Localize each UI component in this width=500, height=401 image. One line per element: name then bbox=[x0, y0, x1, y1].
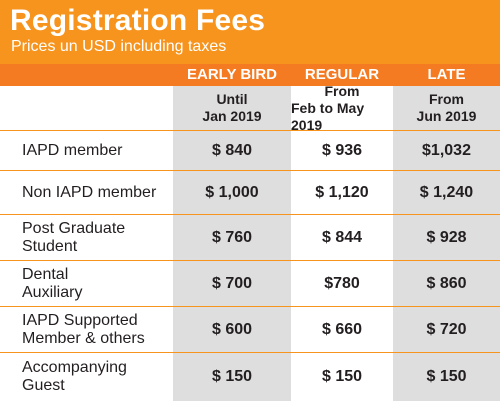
row-label: IAPD Supported Member & others bbox=[22, 307, 145, 352]
fee-cell-late: $ 150 bbox=[426, 368, 467, 385]
column-header-row: EARLY BIRD REGULAR LATE bbox=[0, 64, 500, 86]
fee-cell-late: $1,032 bbox=[422, 141, 471, 159]
fee-cell-early-bird: $ 600 bbox=[211, 320, 253, 338]
fee-cell-late: $ 720 bbox=[426, 320, 467, 338]
table-row: Non IAPD member $ 1,000 $ 1,120 $ 1,240 bbox=[0, 170, 500, 214]
table-row: IAPD member $ 840 $ 936 $1,032 bbox=[0, 130, 500, 170]
fee-cell-regular: $ 660 bbox=[321, 320, 363, 338]
fee-cell-late: $ 860 bbox=[426, 274, 467, 292]
period-early-bird-line1: Until bbox=[216, 91, 248, 107]
fee-cell-early-bird: $ 700 bbox=[211, 274, 253, 292]
table-row: Dental Auxiliary $ 700 $780 $ 860 bbox=[0, 260, 500, 306]
row-label: Accompanying Guest bbox=[22, 353, 127, 401]
column-header-regular: REGULAR bbox=[304, 66, 380, 83]
page-title: Registration Fees bbox=[10, 4, 266, 37]
period-regular-line2: Feb to May 2019 bbox=[291, 99, 365, 133]
table-row: IAPD Supported Member & others $ 600 $ 6… bbox=[0, 306, 500, 352]
column-header-late: LATE bbox=[427, 66, 466, 83]
table-row: Accompanying Guest $ 150 $ 150 $ 150 bbox=[0, 352, 500, 401]
row-label-line1: Accompanying bbox=[22, 359, 127, 376]
fee-cell-regular: $780 bbox=[324, 274, 360, 292]
fee-cell-early-bird: $ 840 bbox=[211, 141, 253, 159]
period-regular-line1: From bbox=[324, 82, 360, 99]
row-label-line2: Student bbox=[22, 237, 78, 255]
row-label-line1: Non IAPD member bbox=[22, 183, 157, 201]
fee-table-body: IAPD member $ 840 $ 936 $1,032 Non IAPD … bbox=[0, 130, 500, 401]
title-banner: Registration Fees Prices un USD includin… bbox=[0, 0, 500, 64]
row-label-line1: IAPD Supported bbox=[22, 311, 138, 329]
fee-cell-early-bird: $ 150 bbox=[211, 368, 253, 385]
regular-column-background bbox=[291, 86, 393, 401]
row-label-line2: Auxiliary bbox=[22, 283, 83, 301]
row-label-line2: Member & others bbox=[22, 329, 145, 347]
fee-cell-regular: $ 844 bbox=[321, 228, 363, 246]
period-early-bird: Until Jan 2019 bbox=[173, 86, 291, 130]
row-label-line2: Guest bbox=[22, 377, 65, 394]
period-late: From Jun 2019 bbox=[393, 86, 500, 130]
fee-cell-regular: $ 936 bbox=[321, 141, 363, 159]
fee-cell-regular: $ 1,120 bbox=[315, 183, 369, 201]
row-label: Non IAPD member bbox=[22, 171, 156, 214]
period-regular: From Feb to May 2019 bbox=[291, 82, 393, 133]
page-subtitle: Prices un USD including taxes bbox=[11, 38, 227, 55]
early-bird-column-background bbox=[173, 86, 291, 401]
period-early-bird-line2: Jan 2019 bbox=[202, 108, 262, 124]
table-row: Post Graduate Student $ 760 $ 844 $ 928 bbox=[0, 214, 500, 260]
row-label-line1: Dental bbox=[22, 265, 69, 283]
row-label-line1: IAPD member bbox=[22, 141, 123, 159]
column-header-early-bird: EARLY BIRD bbox=[186, 66, 278, 83]
fee-cell-late: $ 928 bbox=[426, 228, 467, 246]
fee-cell-late: $ 1,240 bbox=[419, 183, 474, 201]
late-column-background bbox=[393, 86, 500, 401]
period-late-line2: Jun 2019 bbox=[416, 108, 477, 124]
fee-cell-regular: $ 150 bbox=[321, 368, 363, 385]
row-label: Post Graduate Student bbox=[22, 215, 125, 260]
period-late-line1: From bbox=[429, 91, 464, 107]
row-label: IAPD member bbox=[22, 131, 122, 170]
row-label: Dental Auxiliary bbox=[22, 261, 82, 306]
row-label-line1: Post Graduate bbox=[22, 219, 126, 237]
fee-cell-early-bird: $ 1,000 bbox=[205, 183, 259, 201]
fee-cell-early-bird: $ 760 bbox=[211, 228, 253, 246]
